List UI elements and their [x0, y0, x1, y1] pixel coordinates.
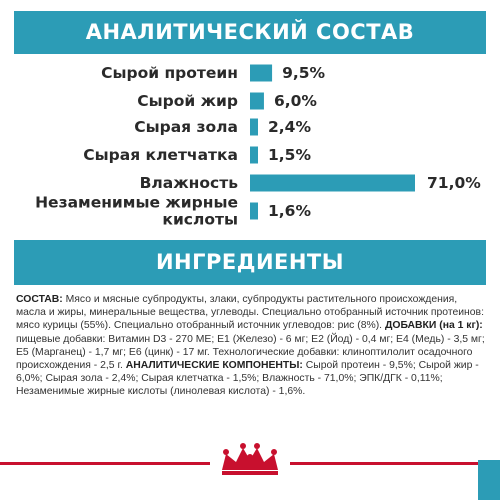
- value-label: 6,0%: [274, 92, 317, 110]
- additives-label: ДОБАВКИ (на 1 кг):: [384, 320, 483, 332]
- bar: [250, 202, 258, 220]
- bar: [250, 64, 273, 82]
- bar: [250, 92, 264, 110]
- ingredients-title-banner: ИНГРЕДИЕНТЫ: [14, 240, 486, 285]
- bar: [250, 174, 415, 192]
- value-label: 2,4%: [268, 118, 311, 136]
- analytical-components-text: Сырой протеин - 9,5%; Сырой жир - 6,0%; …: [16, 360, 479, 398]
- analytical-components-label: АНАЛИТИЧЕСКИЕ КОМПОНЕНТЫ:: [125, 360, 303, 372]
- composition-text: Мясо и мясные субпродукты, злаки, субпро…: [16, 294, 484, 332]
- category-label: Сырой жир: [137, 92, 238, 110]
- brand-logo: [210, 440, 290, 480]
- analysis-bar-chart: Сырой протеин 9,5% Сырой жир 6,0% Сырая зола…: [35, 64, 481, 229]
- additives-text: пищевые добавки: Витамин D3 - 270 МЕ; Е1…: [16, 333, 485, 372]
- category-label: Сырая зола: [134, 118, 238, 136]
- value-label: 1,6%: [268, 202, 311, 220]
- category-label: Незаменимые жирные кислоты: [35, 194, 238, 229]
- value-label: 1,5%: [268, 146, 311, 164]
- value-label: 9,5%: [282, 64, 325, 82]
- composition-label: СОСТАВ:: [16, 294, 63, 305]
- bar: [250, 118, 258, 136]
- crown-icon: [222, 443, 278, 475]
- analysis-title-banner: АНАЛИТИЧЕСКИЙ СОСТАВ: [14, 11, 486, 54]
- category-label: Сырая клетчатка: [83, 146, 238, 164]
- bar: [250, 146, 258, 164]
- category-label: Влажность: [140, 174, 239, 192]
- corner-accent: [478, 460, 500, 500]
- category-label: Сырой протеин: [101, 64, 238, 82]
- ingredients-text: СОСТАВ: Мясо и мясные субпродукты, злаки…: [16, 293, 486, 399]
- value-label: 71,0%: [427, 174, 481, 192]
